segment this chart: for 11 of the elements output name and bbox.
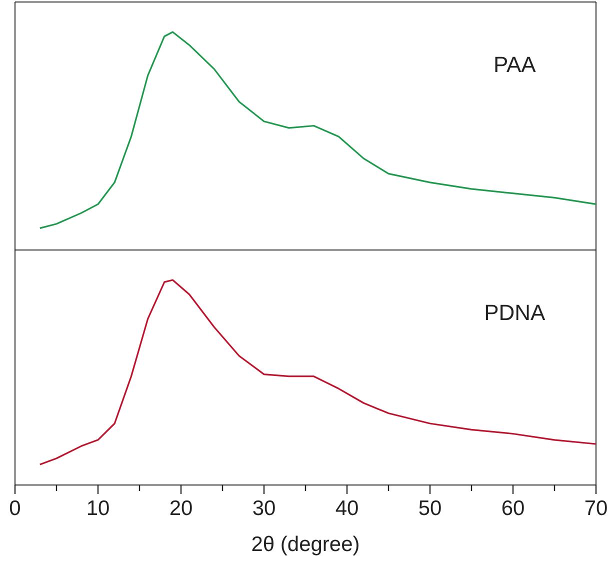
text: PDNA bbox=[484, 300, 546, 325]
x-tick-label: 10 bbox=[86, 497, 110, 520]
text: PAA bbox=[493, 52, 536, 77]
x-tick-label: 50 bbox=[418, 497, 442, 520]
x-tick-label: 40 bbox=[335, 497, 359, 520]
x-tick-label: 70 bbox=[584, 497, 608, 520]
x-tick-label: 30 bbox=[252, 497, 276, 520]
x-tick-label: 20 bbox=[169, 497, 193, 520]
x-tick-label: 0 bbox=[9, 497, 21, 520]
x-tick-label: 60 bbox=[501, 497, 525, 520]
x-axis-title: 2θ (degree) bbox=[251, 533, 360, 556]
